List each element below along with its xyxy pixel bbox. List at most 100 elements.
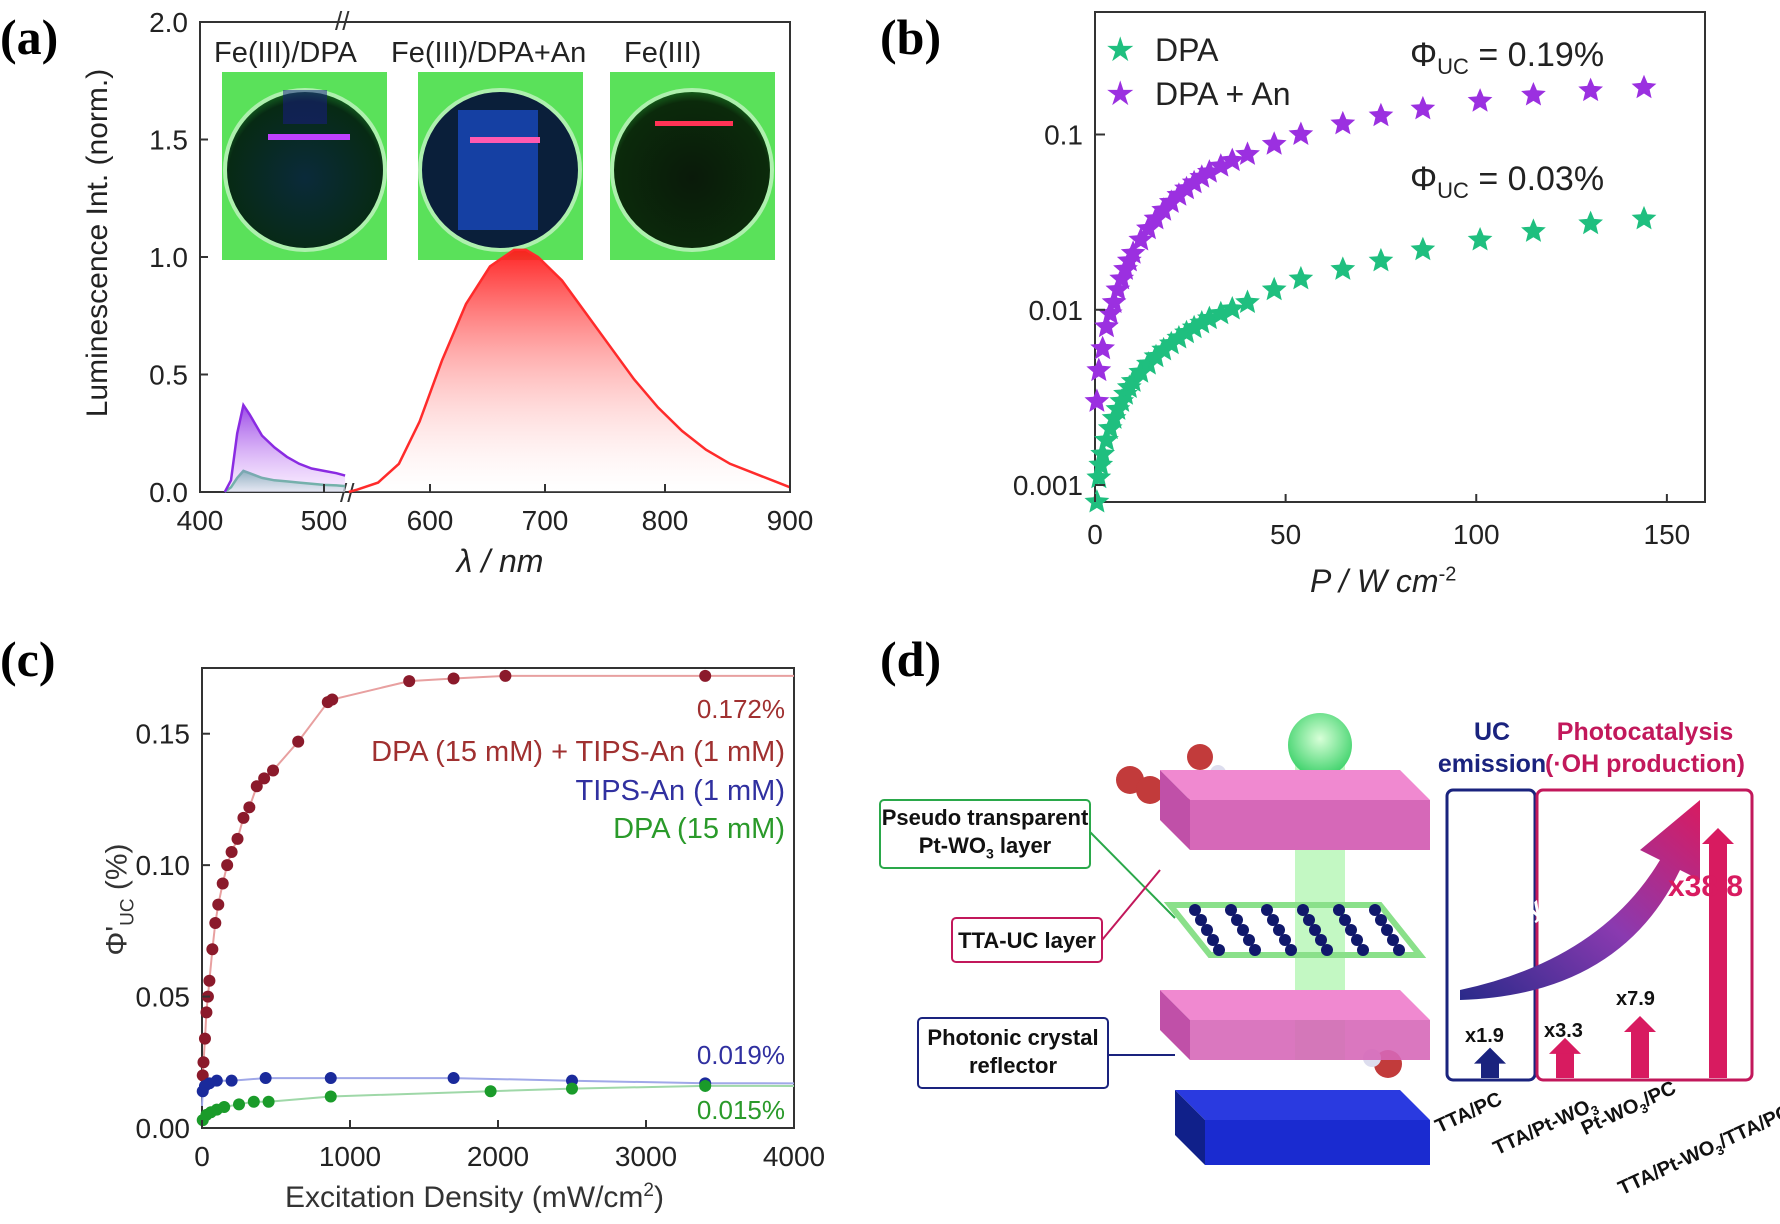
star-point-dpa — [1174, 319, 1199, 344]
y-tick-label: 0.15 — [136, 719, 191, 750]
molecule-dot — [1249, 944, 1261, 956]
molecule-dot — [1321, 944, 1333, 956]
star-point-dpa — [1109, 388, 1135, 412]
molecule-dot — [1375, 914, 1387, 926]
x-tick-label: 500 — [301, 505, 348, 536]
cat2-text: TTA/Pt-WO — [1490, 1096, 1594, 1160]
star-point-dpa — [1088, 452, 1114, 476]
data-point-tips-an-1-mm- — [324, 1072, 337, 1085]
chart-b-xlabel: P / W cm-2 — [1310, 563, 1456, 600]
cat4-text: TTA/Pt-WO — [1615, 1136, 1719, 1200]
light-bulb-icon — [1288, 713, 1352, 777]
annotation-c-0172: 0.172% — [696, 694, 785, 724]
x-tick-label: 1000 — [319, 1141, 381, 1172]
pseudo-line2-text: Pt-WO — [918, 833, 986, 858]
photonic-line1: Photonic crystal — [927, 1025, 1099, 1050]
molecule-dot — [1309, 924, 1321, 936]
photonic-line2: reflector — [968, 1053, 1058, 1078]
star-point-dpa — [1120, 368, 1146, 392]
star-point-dpa — [1166, 325, 1192, 349]
line-fe-iii-dpa-an — [223, 401, 346, 493]
molecule-dot — [1213, 944, 1225, 956]
phi-value: = 0.19% — [1468, 36, 1605, 74]
x-tick-label: 4000 — [763, 1141, 825, 1172]
chart-a-ylabel: Luminescence Int. (norm.) — [81, 68, 114, 418]
pseudo-end: layer — [993, 833, 1052, 858]
data-point-dpa-15-mm- — [196, 1114, 209, 1127]
data-point-dpa-15-mm-tips-an-1-mm- — [292, 735, 305, 748]
legend-label: DPA — [1155, 31, 1219, 68]
label-photocatalysis: Photocatalysis (·OH production) — [1530, 716, 1760, 780]
axis-break-top: // — [335, 6, 350, 36]
factor-x7-9: x7.9 — [1616, 988, 1655, 1010]
chart-c-xlabel-sup: 2 — [643, 1180, 654, 1201]
pseudo-sub: 3 — [985, 845, 994, 862]
x-tick-label: 100 — [1453, 519, 1500, 550]
panel-label-a: (a) — [0, 9, 59, 65]
star-point-dpa-an — [1113, 256, 1138, 280]
data-point-dpa-15-mm-tips-an-1-mm- — [231, 832, 244, 845]
data-point-dpa-15-mm-tips-an-1-mm- — [250, 780, 263, 793]
label-pseudo-line1: Pseudo transparent — [881, 805, 1089, 830]
arrow-up-icon — [1474, 1047, 1506, 1064]
data-point-dpa-15-mm-tips-an-1-mm- — [321, 696, 334, 709]
star-point-dpa — [1086, 464, 1112, 489]
legend-item-dpa-an: ★ DPA + An — [1105, 72, 1291, 116]
star-point-dpa — [1521, 218, 1546, 242]
star-point-dpa-an — [1086, 357, 1112, 382]
factor-x3-3: x3.3 — [1544, 1020, 1583, 1042]
data-point-dpa-15-mm-tips-an-1-mm- — [403, 675, 416, 688]
star-point-dpa-an — [1467, 88, 1493, 112]
x-tick-label: 3000 — [615, 1141, 677, 1172]
molecule-dot — [1339, 914, 1351, 926]
data-point-dpa-15-mm-tips-an-1-mm- — [212, 898, 225, 911]
y-tick-label: 0.5 — [149, 360, 188, 391]
data-point-dpa-15-mm-tips-an-1-mm- — [267, 764, 280, 777]
molecule-dot — [1357, 944, 1369, 956]
star-point-dpa — [1288, 265, 1314, 290]
star-point-dpa — [1197, 305, 1222, 330]
data-point-dpa-15-mm-tips-an-1-mm- — [699, 669, 712, 682]
star-point-dpa — [1143, 343, 1169, 368]
y-tick-label: 0.1 — [1044, 120, 1083, 151]
line-fe-iii-dpa — [224, 469, 346, 493]
label-pseudo-transparent: Pseudo transparent Pt-WO3 layer — [880, 804, 1090, 867]
star-point-dpa — [1128, 359, 1154, 383]
molecule-dot — [1231, 914, 1243, 926]
panel-label-b: (b) — [880, 9, 942, 65]
synergy-arrow — [1460, 800, 1700, 1000]
label-uc-emission: UC emission — [1432, 716, 1552, 780]
chart-c-xlabel: Excitation Density (mW/cm2) — [285, 1180, 664, 1215]
area-fe-iii- — [348, 249, 790, 492]
molecule-dot — [1195, 914, 1207, 926]
chart-c-ylabel-end: (%) — [100, 843, 134, 899]
x-tick-label: 2000 — [467, 1141, 529, 1172]
factor-x1-9: x1.9 — [1465, 1025, 1504, 1047]
enhancement-bar — [1556, 1051, 1574, 1078]
y-tick-label: 0.00 — [136, 1113, 191, 1144]
molecule-dot — [1189, 904, 1201, 916]
chart-c-ylabel-text: Φ' — [100, 925, 134, 956]
x-tick-label: 400 — [177, 505, 224, 536]
data-point-dpa-15-mm- — [204, 1106, 217, 1119]
molecule-dot — [1207, 934, 1219, 946]
inset-photo-1 — [222, 72, 387, 260]
y-tick-label: 0.0 — [149, 477, 188, 508]
molecule-dot — [1381, 924, 1393, 936]
data-point-tips-an-1-mm- — [196, 1085, 209, 1098]
molecule-dot — [1351, 934, 1363, 946]
star-point-dpa — [1090, 441, 1115, 465]
y-tick-label: 0.10 — [136, 850, 191, 881]
inset-photo-2 — [418, 72, 583, 260]
star-point-dpa — [1261, 276, 1287, 301]
data-point-dpa-15-mm-tips-an-1-mm- — [243, 801, 256, 814]
star-point-dpa — [1158, 330, 1184, 355]
molecule-dot — [1225, 904, 1237, 916]
molecule-dot — [1297, 904, 1309, 916]
annotation-phi-003: ΦUC = 0.03% — [1410, 160, 1604, 204]
molecule-dot — [1285, 944, 1297, 956]
molecule-dot — [1303, 914, 1315, 926]
star-point-dpa-an — [1261, 131, 1287, 155]
photonic-reflector — [1175, 1090, 1430, 1165]
data-point-dpa-15-mm- — [210, 1103, 223, 1116]
